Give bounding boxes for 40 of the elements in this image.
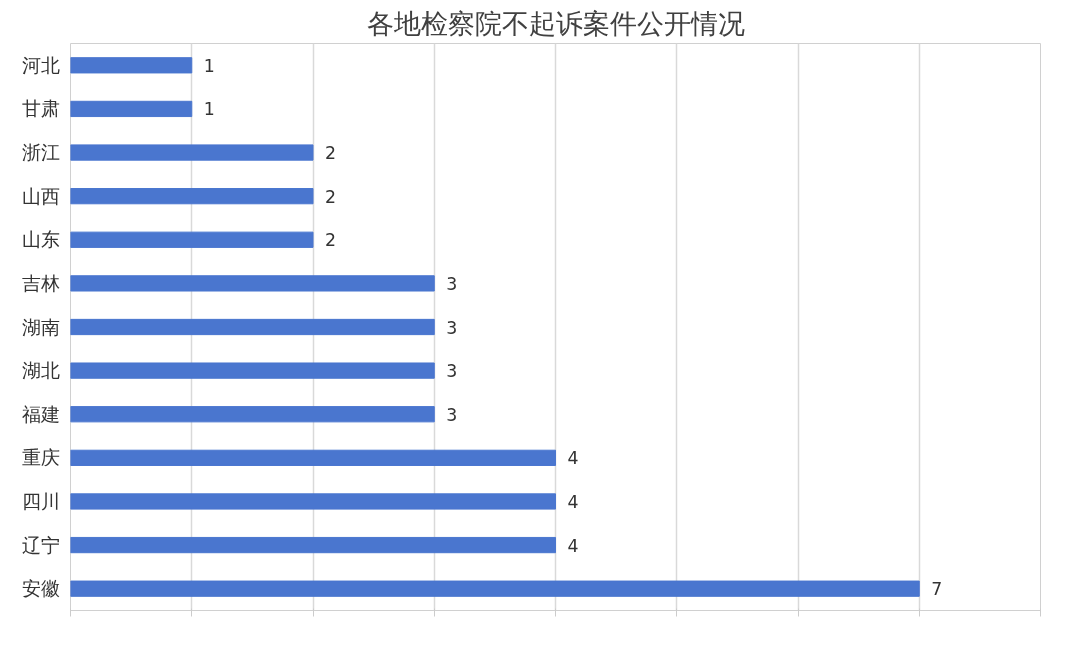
data-label: 3 (446, 404, 458, 425)
data-label: 2 (325, 143, 337, 164)
chart-title: 各地检察院不起诉案件公开情况 (366, 7, 745, 39)
bar (70, 100, 193, 118)
data-label: 3 (446, 273, 458, 294)
data-label: 3 (446, 361, 458, 382)
y-tick-label: 山西 (21, 185, 60, 207)
y-tick-label: 浙江 (21, 142, 60, 164)
bar (70, 362, 435, 379)
bar (70, 144, 314, 161)
data-label: 2 (325, 230, 337, 251)
data-label: 1 (203, 99, 215, 120)
y-tick-label: 吉林 (21, 272, 60, 294)
y-tick-label: 河北 (21, 54, 60, 76)
bar (70, 580, 920, 597)
y-tick-label: 山东 (21, 229, 60, 251)
data-label: 1 (203, 55, 215, 76)
bar (70, 406, 435, 423)
data-label: 7 (931, 579, 943, 600)
bar (70, 318, 435, 336)
bar (70, 493, 556, 510)
bar (70, 188, 314, 205)
bar (70, 536, 556, 554)
y-tick-label: 湖南 (21, 316, 60, 338)
bar (70, 449, 556, 466)
y-tick-label: 甘肃 (21, 98, 60, 120)
bar (70, 57, 193, 74)
data-label: 2 (325, 186, 337, 207)
data-label: 4 (567, 448, 579, 469)
y-tick-label: 福建 (21, 403, 60, 425)
data-label: 4 (567, 491, 579, 512)
y-tick-label: 四川 (21, 490, 60, 512)
bar (70, 231, 314, 248)
y-tick-label: 辽宁 (21, 534, 60, 556)
data-label: 3 (446, 317, 458, 338)
y-tick-label: 湖北 (21, 360, 60, 382)
data-label: 4 (567, 535, 579, 556)
y-tick-label: 安徽 (21, 578, 60, 600)
y-tick-label: 重庆 (21, 447, 60, 469)
bar (70, 275, 435, 292)
